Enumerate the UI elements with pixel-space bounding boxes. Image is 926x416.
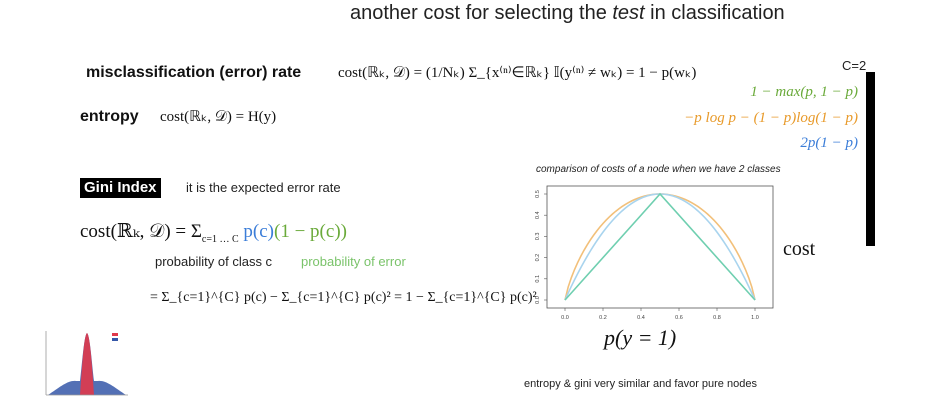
x-tick-label: 0.8: [713, 315, 721, 321]
probability-of-class-annotation: probability of class c: [155, 254, 273, 269]
gini-expansion: = Σ_{c=1}^{C} p(c) − Σ_{c=1}^{C} p(c)² =…: [150, 290, 537, 305]
x-tick-label: 0.4: [637, 315, 645, 321]
entropy-formula: cost(ℝₖ, 𝒟) = H(y): [160, 109, 277, 125]
binary-entropy-formula: −p log p − (1 − p)log(1 − p): [684, 110, 858, 126]
histogram-legend-red: [112, 333, 118, 336]
footer-note: entropy & gini very similar and favor pu…: [524, 378, 757, 390]
y-tick-label: 0.3: [535, 233, 541, 241]
x-tick-label: 0.0: [561, 315, 569, 321]
y-tick-label: 0.2: [535, 254, 541, 262]
x-tick-label: 1.0: [751, 315, 759, 321]
binary-case-label: C=2: [842, 58, 867, 73]
probability-of-error-annotation: probability of error: [301, 254, 406, 269]
y-tick-label: 0.0: [535, 296, 541, 304]
misclassification-label: misclassification (error) rate: [86, 64, 302, 81]
chart-caption: comparison of costs of a node when we ha…: [536, 164, 781, 175]
gini-formula: cost(ℝₖ, 𝒟) = Σc=1 … C p(c)(1 − p(c)): [80, 221, 347, 245]
vertical-divider: [866, 72, 875, 246]
binary-misclassification-formula: 1 − max(p, 1 − p): [750, 84, 858, 100]
x-axis-label: p(y = 1): [604, 325, 677, 350]
x-tick-label: 0.2: [599, 315, 607, 321]
misclassification-formula: cost(ℝₖ, 𝒟) = (1/Nₖ) Σ_{x⁽ⁿ⁾∈ℝₖ} 𝕀(y⁽ⁿ⁾ …: [338, 65, 697, 81]
y-tick-label: 0.5: [535, 190, 541, 198]
y-tick-label: 0.1: [535, 275, 541, 283]
binary-gini-formula: 2p(1 − p): [800, 135, 858, 151]
cost-comparison-chart: 0.0 0.2 0.4 0.6 0.8 1.0 0.0 0.1 0.2 0.3 0.4 0.5: [535, 185, 774, 321]
x-tick-label: 0.6: [675, 315, 683, 321]
chart-plot-border: [546, 185, 774, 309]
histogram-red-area: [80, 333, 94, 395]
histogram-thumbnail: [45, 331, 128, 396]
series-line-misclassification: [564, 192, 756, 301]
gini-index-label: Gini Index: [80, 178, 161, 198]
histogram-legend-blue: [112, 338, 118, 341]
gini-description: it is the expected error rate: [186, 180, 341, 195]
entropy-label: entropy: [80, 108, 139, 125]
cost-axis-label: cost: [783, 238, 816, 260]
slide-title: another cost for selecting the test in c…: [350, 2, 785, 24]
y-tick-label: 0.4: [535, 211, 541, 219]
